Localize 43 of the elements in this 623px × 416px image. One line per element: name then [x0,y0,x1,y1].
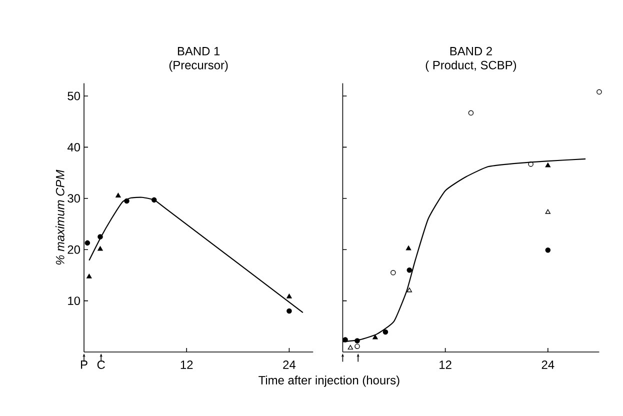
chart-subtitle: ( Product, SCBP) [426,60,516,72]
point [468,110,474,116]
point [116,192,121,198]
y-tick-label: 50 [68,92,80,100]
point [596,89,602,95]
point [406,246,412,250]
x-tick-label: 24 [283,360,296,369]
y-tick-label: 30 [68,194,80,203]
point [286,308,292,314]
x-tick-label: 12 [180,360,193,369]
x-tick-label: 24 [542,360,554,369]
point [382,329,388,335]
point [354,338,360,344]
point [98,234,103,240]
point [372,334,378,340]
chart-title: BAND 1 [178,47,220,56]
point [286,294,292,298]
chart-title: BAND 2 [450,46,492,56]
point [86,274,92,278]
point [545,162,551,168]
point [354,344,360,350]
x-tick-label: C [97,360,105,369]
point [406,267,412,273]
point [124,198,130,204]
y-tick-label: 10 [68,296,80,306]
point [342,337,348,342]
point [545,209,551,214]
point [84,240,90,246]
point [151,197,157,203]
y-tick-label: 20 [68,245,80,254]
x-tick-label: P [81,360,88,369]
point [98,246,103,251]
x-tick-label: 12 [440,360,452,369]
point [390,270,396,276]
point [528,161,534,167]
line-series [88,196,304,314]
y-axis-title: % maximum CPM [56,170,64,265]
y-tick-label: 40 [67,142,80,152]
chart-subtitle: (Precursor) [169,60,228,72]
point [348,344,353,350]
x-axis-title: Time after injection (hours) [258,376,400,387]
point [406,288,412,292]
point [545,247,551,253]
